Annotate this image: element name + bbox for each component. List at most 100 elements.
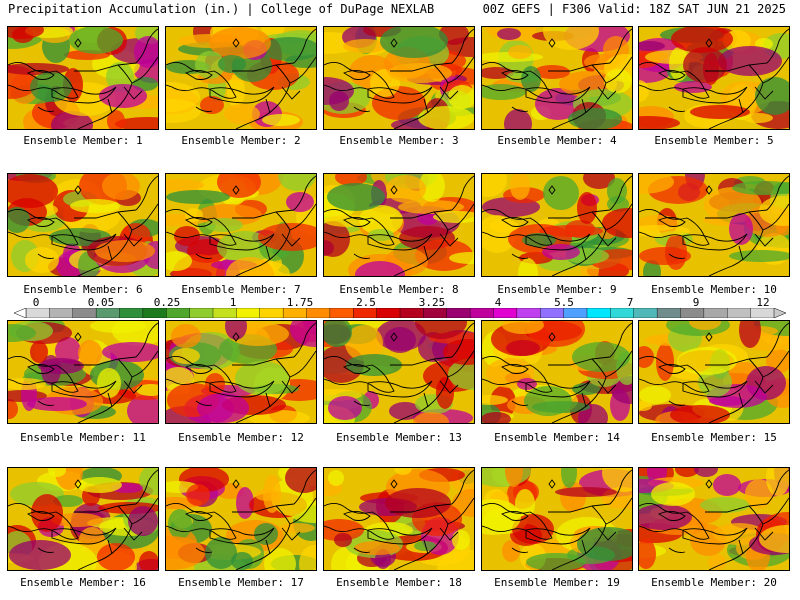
ensemble-member-label: Ensemble Member: 18: [336, 576, 462, 589]
colorbar-tick-label: 0.25: [153, 296, 181, 309]
colorbar-swatch: [516, 308, 541, 318]
ensemble-panel-8: [323, 173, 475, 277]
colorbar-swatch: [49, 308, 74, 318]
ensemble-member-label: Ensemble Member: 2: [181, 134, 301, 147]
ensemble-member-label: Ensemble Member: 19: [494, 576, 620, 589]
colorbar-swatch: [446, 308, 471, 318]
colorbar-swatch: [540, 308, 565, 318]
precip-map: [8, 468, 158, 570]
precip-map: [324, 321, 474, 423]
ensemble-member-label: Ensemble Member: 10: [651, 283, 777, 296]
precip-map: [324, 174, 474, 276]
ensemble-member-label: Ensemble Member: 15: [651, 431, 777, 444]
colorbar-swatch: [282, 308, 307, 318]
ensemble-member-label: Ensemble Member: 14: [494, 431, 620, 444]
colorbar-tick-label: 7: [626, 296, 634, 309]
precip-map: [324, 27, 474, 129]
colorbar-tick-label: 5.5: [554, 296, 574, 309]
precip-map: [166, 27, 316, 129]
run-valid-time: 00Z GEFS | F306 Valid: 18Z SAT JUN 21 20…: [482, 2, 786, 16]
colorbar-tick-label: 9: [692, 296, 700, 309]
precip-map: [166, 174, 316, 276]
colorbar-tick-label: 12: [756, 296, 770, 309]
colorbar-swatch: [703, 308, 728, 318]
ensemble-panel-6: [7, 173, 159, 277]
ensemble-member-label: Ensemble Member: 1: [23, 134, 143, 147]
colorbar-tick-label: 3.25: [418, 296, 446, 309]
ensemble-panel-11: [7, 320, 159, 424]
ensemble-panel-12: [165, 320, 317, 424]
ensemble-member-label: Ensemble Member: 6: [23, 283, 143, 296]
ensemble-panel-4: [481, 26, 633, 130]
colorbar-max-arrow: [773, 308, 786, 318]
precip-map: [8, 321, 158, 423]
ensemble-panel-17: [165, 467, 317, 571]
colorbar-tick-label: 1: [229, 296, 237, 309]
colorbar-tick-label: 1.75: [286, 296, 314, 309]
ensemble-member-label: Ensemble Member: 17: [178, 576, 304, 589]
ensemble-member-label: Ensemble Member: 12: [178, 431, 304, 444]
ensemble-panel-16: [7, 467, 159, 571]
colorbar-tick-label: 4: [494, 296, 502, 309]
ensemble-panel-1: [7, 26, 159, 130]
colorbar-swatch: [656, 308, 681, 318]
ensemble-member-label: Ensemble Member: 3: [339, 134, 459, 147]
colorbar-swatch: [236, 308, 261, 318]
colorbar-swatch: [142, 308, 167, 318]
colorbar-swatch: [95, 308, 120, 318]
ensemble-panel-2: [165, 26, 317, 130]
colorbar-swatch: [119, 308, 144, 318]
colorbar-swatch: [610, 308, 635, 318]
ensemble-member-label: Ensemble Member: 7: [181, 283, 301, 296]
colorbar-swatch: [25, 308, 50, 318]
ensemble-member-label: Ensemble Member: 11: [20, 431, 146, 444]
colorbar-swatch: [189, 308, 214, 318]
colorbar-swatch: [493, 308, 518, 318]
colorbar-swatch: [259, 308, 284, 318]
ensemble-panel-10: [638, 173, 790, 277]
colorbar-swatch: [306, 308, 331, 318]
precip-map: [639, 321, 789, 423]
ensemble-member-label: Ensemble Member: 16: [20, 576, 146, 589]
precip-map: [166, 468, 316, 570]
colorbar-tick-label: 0.05: [87, 296, 115, 309]
precip-map: [482, 27, 632, 129]
precip-map: [8, 174, 158, 276]
precip-map: [639, 27, 789, 129]
ensemble-panel-20: [638, 467, 790, 571]
precip-map: [482, 468, 632, 570]
ensemble-panel-7: [165, 173, 317, 277]
ensemble-member-label: Ensemble Member: 13: [336, 431, 462, 444]
colorbar-swatch: [586, 308, 611, 318]
colorbar-swatch: [399, 308, 424, 318]
colorbar-swatch: [563, 308, 588, 318]
ensemble-panel-18: [323, 467, 475, 571]
precip-map: [639, 468, 789, 570]
chart-title: Precipitation Accumulation (in.) | Colle…: [8, 2, 435, 16]
ensemble-panel-14: [481, 320, 633, 424]
ensemble-member-label: Ensemble Member: 20: [651, 576, 777, 589]
ensemble-member-label: Ensemble Member: 8: [339, 283, 459, 296]
ensemble-member-label: Ensemble Member: 5: [654, 134, 774, 147]
ensemble-member-label: Ensemble Member: 4: [497, 134, 617, 147]
colorbar-swatch: [212, 308, 237, 318]
ensemble-panel-15: [638, 320, 790, 424]
precip-map: [8, 27, 158, 129]
colorbar-swatch: [727, 308, 752, 318]
colorbar-swatch: [376, 308, 401, 318]
precip-map: [482, 174, 632, 276]
ensemble-member-label: Ensemble Member: 9: [497, 283, 617, 296]
colorbar-swatch: [353, 308, 378, 318]
precip-map: [639, 174, 789, 276]
colorbar-swatch: [469, 308, 494, 318]
colorbar-min-arrow: [14, 308, 27, 318]
colorbar-swatch: [423, 308, 448, 318]
ensemble-panel-13: [323, 320, 475, 424]
precip-colorbar: [14, 308, 786, 318]
precip-map: [166, 321, 316, 423]
colorbar-swatch: [680, 308, 705, 318]
ensemble-panel-3: [323, 26, 475, 130]
colorbar-swatch: [72, 308, 97, 318]
colorbar-swatch: [329, 308, 354, 318]
precip-map: [482, 321, 632, 423]
